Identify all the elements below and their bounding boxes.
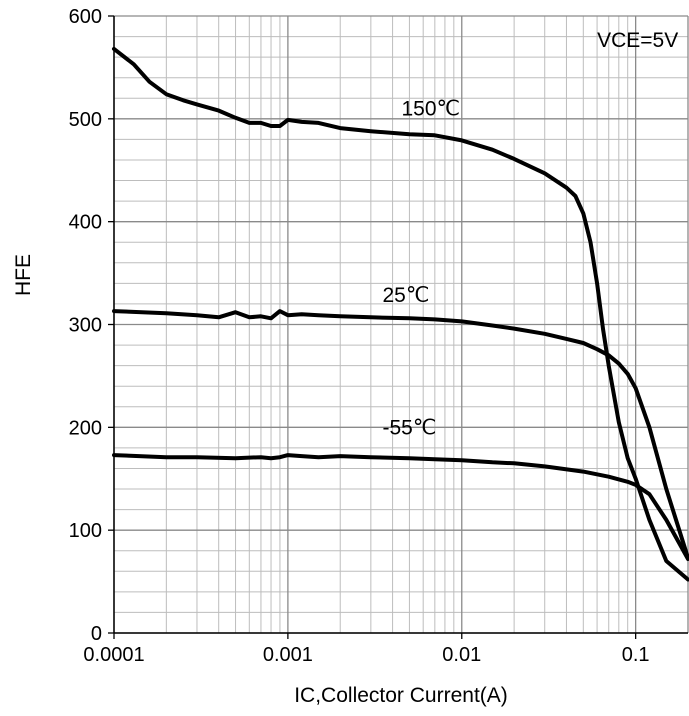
annotation-label: VCE=5V (597, 29, 678, 52)
y-tick-label: 400 (69, 212, 102, 234)
x-axis-label: IC,Collector Current(A) (294, 684, 508, 707)
y-tick-label: 600 (69, 6, 102, 28)
annotation-label: -55℃ (382, 417, 436, 440)
x-tick-label: 0.0001 (83, 644, 144, 666)
x-tick-label: 0.1 (622, 644, 650, 666)
y-tick-label: 0 (91, 623, 102, 645)
x-tick-label: 0.001 (263, 644, 313, 666)
series-line-150c (112, 46, 689, 582)
y-tick-label: 100 (69, 520, 102, 542)
series-lines (112, 46, 689, 582)
series-line-25c (112, 309, 689, 560)
y-axis-label: HFE (12, 254, 35, 296)
series-line--55c (112, 453, 689, 561)
annotation-label: 150℃ (401, 98, 460, 121)
x-tick-label: 0.01 (442, 644, 481, 666)
annotations: VCE=5V 150℃ 25℃ -55℃ (382, 29, 678, 440)
tick-labels: 0 100 200 300 400 500 600 0.0001 0.001 0.01 0.1 (69, 6, 650, 666)
y-tick-label: 200 (69, 417, 102, 439)
annotation-label: 25℃ (382, 284, 429, 307)
y-tick-label: 300 (69, 315, 102, 337)
y-tick-label: 500 (69, 109, 102, 131)
